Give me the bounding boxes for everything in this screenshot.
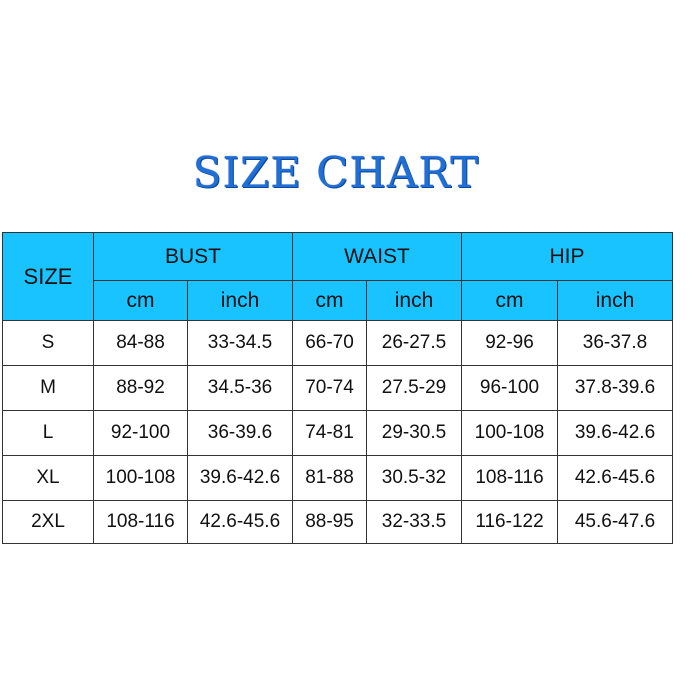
measurement-cell: 88-95 [292, 500, 367, 544]
unit-header: inch [366, 280, 462, 321]
measurement-cell: 96-100 [461, 365, 558, 411]
table-row: S 84-88 33-34.5 66-70 26-27.5 92-96 36-37.8 [2, 320, 673, 366]
measurement-cell: 81-88 [292, 455, 367, 501]
measurement-cell: 100-108 [93, 455, 188, 501]
unit-header: inch [187, 280, 293, 321]
measurement-cell: 34.5-36 [187, 365, 293, 411]
size-cell: XL [2, 455, 94, 501]
measurement-cell: 36-39.6 [187, 410, 293, 456]
unit-header: cm [461, 280, 558, 321]
measurement-cell: 37.8-39.6 [557, 365, 673, 411]
measurement-cell: 92-100 [93, 410, 188, 456]
measurement-cell: 100-108 [461, 410, 558, 456]
measurement-cell: 32-33.5 [366, 500, 462, 544]
table-row: M 88-92 34.5-36 70-74 27.5-29 96-100 37.8-39.6 [2, 365, 673, 411]
bust-header: BUST [93, 232, 293, 281]
measurement-cell: 84-88 [93, 320, 188, 366]
waist-header: WAIST [292, 232, 462, 281]
header-row-groups: SIZE BUST WAIST HIP [2, 232, 673, 321]
measurement-cell: 92-96 [461, 320, 558, 366]
measurement-cell: 33-34.5 [187, 320, 293, 366]
measurement-cell: 74-81 [292, 410, 367, 456]
size-cell: L [2, 410, 94, 456]
measurement-cell: 116-122 [461, 500, 558, 544]
measurement-cell: 70-74 [292, 365, 367, 411]
size-chart-table: SIZE BUST WAIST HIP cm inch cm inch cm inch S… [2, 232, 673, 544]
unit-header: inch [557, 280, 673, 321]
page-title: SIZE CHART [192, 148, 480, 197]
unit-header: cm [93, 280, 188, 321]
measurement-cell: 39.6-42.6 [187, 455, 293, 501]
measurement-cell: 30.5-32 [366, 455, 462, 501]
measurement-cell: 27.5-29 [366, 365, 462, 411]
table-row: L 92-100 36-39.6 74-81 29-30.5 100-108 39.6-42… [2, 410, 673, 456]
measurement-cell: 42.6-45.6 [557, 455, 673, 501]
size-cell: M [2, 365, 94, 411]
measurement-cell: 42.6-45.6 [187, 500, 293, 544]
hip-header: HIP [461, 232, 673, 281]
table-row: 2XL 108-116 42.6-45.6 88-95 32-33.5 116-122 45… [2, 500, 673, 544]
measurement-cell: 108-116 [93, 500, 188, 544]
measurement-cell: 26-27.5 [366, 320, 462, 366]
measurement-cell: 29-30.5 [366, 410, 462, 456]
size-cell: S [2, 320, 94, 366]
measurement-cell: 66-70 [292, 320, 367, 366]
unit-header: cm [292, 280, 367, 321]
size-header: SIZE [2, 232, 94, 321]
size-cell: 2XL [2, 500, 94, 544]
measurement-cell: 45.6-47.6 [557, 500, 673, 544]
table-row: XL 100-108 39.6-42.6 81-88 30.5-32 108-116 42.… [2, 455, 673, 501]
measurement-cell: 36-37.8 [557, 320, 673, 366]
measurement-cell: 88-92 [93, 365, 188, 411]
measurement-cell: 108-116 [461, 455, 558, 501]
header-row-units: cm inch cm inch cm inch [3, 280, 673, 321]
measurement-cell: 39.6-42.6 [557, 410, 673, 456]
